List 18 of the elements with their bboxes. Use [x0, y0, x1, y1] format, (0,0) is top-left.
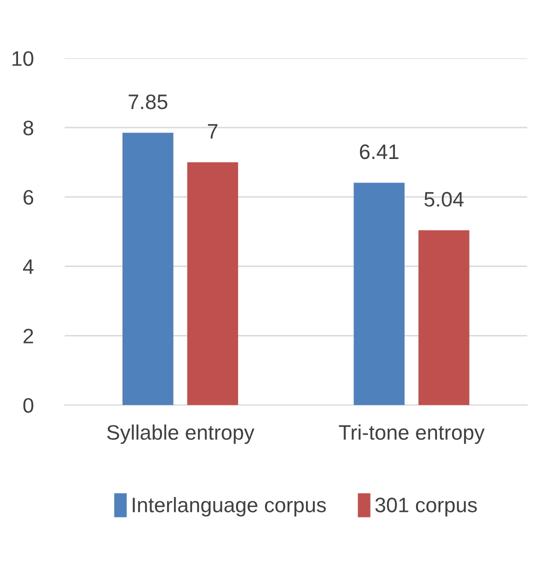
y-tick-label: 6 — [24, 190, 34, 205]
y-tick-label: 8 — [23, 120, 34, 136]
y-tick-label: 4 — [23, 260, 34, 274]
data-label: 6.41 — [360, 144, 398, 160]
x-tick-label: Syllable entropy — [107, 424, 254, 444]
bar — [354, 182, 405, 406]
data-label: 7.85 — [128, 94, 168, 110]
data-label: 7 — [208, 124, 218, 138]
legend-label: Interlanguage corpus — [132, 497, 326, 516]
x-tick-label: Tri-tone entropy — [338, 424, 485, 444]
data-label: 5.04 — [424, 192, 464, 207]
y-tick-label: 0 — [23, 398, 34, 413]
bar — [418, 230, 470, 406]
bar — [187, 162, 238, 406]
legend-label: 301 corpus — [375, 498, 477, 516]
bar — [122, 132, 174, 406]
y-tick-label: 10 — [12, 51, 34, 66]
y-tick-label: 2 — [24, 328, 34, 344]
